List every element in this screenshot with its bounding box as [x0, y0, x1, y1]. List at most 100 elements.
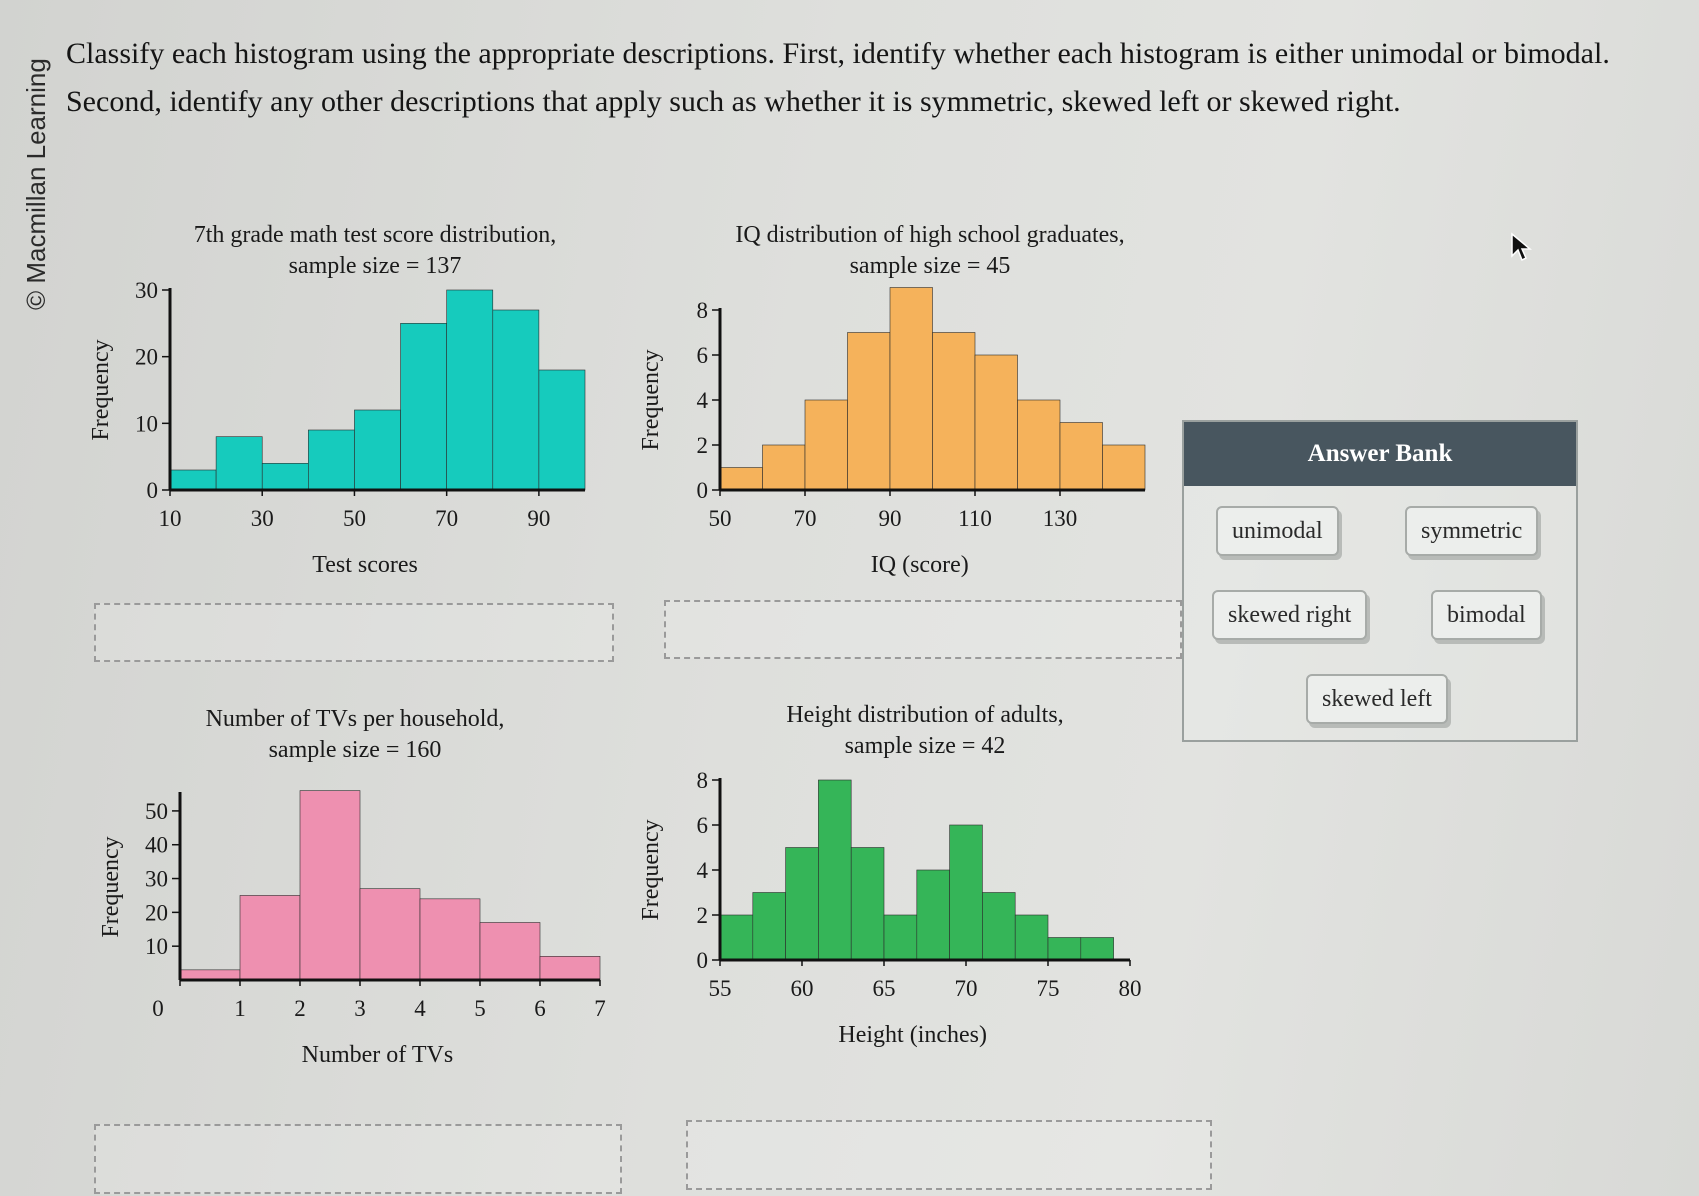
dropzone-chart2[interactable]: [664, 600, 1182, 659]
chart4-bar: [1047, 937, 1082, 961]
chart3-bar: [479, 922, 541, 981]
chart2-bar: [847, 332, 891, 491]
chart3-x-tick-label: 1: [234, 996, 246, 1021]
chip-bimodal[interactable]: bimodal: [1431, 590, 1542, 640]
chart3-x-tick-label: 0: [152, 996, 164, 1021]
chart4-bar: [1014, 914, 1049, 961]
chip-skewed-right[interactable]: skewed right: [1212, 590, 1368, 640]
chart2-x-axis-label: IQ (score): [871, 552, 969, 578]
chart1-bar: [308, 429, 355, 491]
answer-bank: Answer Bank unimodal symmetric skewed ri…: [1182, 420, 1578, 742]
chart2-x-tick-label: 70: [794, 506, 817, 531]
instructions-text: Classify each histogram using the approp…: [66, 37, 1610, 118]
chart3-y-tick-label: 20: [145, 900, 168, 925]
chart3-x-tick-label: 4: [414, 996, 426, 1021]
dropzone-chart1[interactable]: [94, 603, 614, 662]
chart2-y-tick-label: 4: [697, 388, 709, 413]
histogram-heights: 0 2 4 6 8 55 60 65 70 75 80 Height (inches) Frequenc…: [638, 768, 1142, 1048]
chart3-x-tick-label: 7: [594, 996, 606, 1021]
chart1-bar: [354, 409, 401, 491]
chart2-title-line1: IQ distribution of high school graduates…: [735, 222, 1125, 248]
chart3-bar: [419, 898, 481, 981]
chart3-x-tick-label: 6: [534, 996, 546, 1021]
chart1-bar: [492, 309, 540, 491]
chart2-bar: [804, 399, 848, 491]
chart2-x-tick-label: 50: [709, 506, 732, 531]
chart4-y-tick-label: 8: [697, 768, 709, 793]
chart4-x-tick-label: 60: [791, 976, 814, 1001]
chart3-x-tick-label: 3: [354, 996, 366, 1021]
chart4-x-axis-label: Height (inches): [838, 1022, 987, 1048]
chart4-y-axis-label: Frequency: [638, 819, 664, 920]
chart3-title-line2: sample size = 160: [268, 737, 442, 763]
chart4-bar: [818, 779, 852, 961]
chart2-bar: [1017, 399, 1061, 491]
chart4-bar: [850, 847, 885, 961]
chart1-bar: [169, 469, 217, 491]
chart4-title-line1: Height distribution of adults,: [786, 702, 1064, 728]
chart1-y-axis-label: Frequency: [88, 339, 114, 440]
chart1-bar: [446, 289, 494, 491]
dropzone-chart3[interactable]: [94, 1124, 622, 1194]
chart3-y-axis-label: Frequency: [98, 836, 124, 937]
chart1-y-tick-label: 10: [135, 411, 158, 436]
dropzone-chart4[interactable]: [686, 1120, 1212, 1190]
chart3-bar: [179, 969, 241, 981]
chart4-bar: [752, 892, 786, 961]
chart1-x-tick-label: 50: [343, 506, 366, 531]
chart3-bar: [359, 888, 421, 981]
chart4-x-tick-label: 65: [873, 976, 896, 1001]
chart1-x-tick-label: 10: [159, 506, 182, 531]
mouse-pointer-icon: [1511, 232, 1532, 262]
chart2-title-line2: sample size = 45: [849, 253, 1011, 279]
answer-bank-title: Answer Bank: [1184, 422, 1576, 486]
chart2-bar: [889, 287, 933, 491]
chart4-y-tick-label: 4: [697, 858, 709, 883]
chart3-x-tick-label: 5: [474, 996, 486, 1021]
chart1-title-line2: sample size = 137: [288, 253, 462, 279]
chart1-bar: [215, 436, 263, 491]
chart3-x-tick-label: 2: [294, 996, 306, 1021]
chart1-x-tick-label: 30: [251, 506, 274, 531]
chart3-y-tick-label: 10: [145, 934, 168, 959]
chip-unimodal[interactable]: unimodal: [1216, 506, 1339, 556]
chart1-title: 7th grade math test score distribution, …: [160, 220, 590, 282]
chip-skewed-left[interactable]: skewed left: [1306, 674, 1448, 724]
chart2-y-tick-label: 6: [697, 343, 709, 368]
chart4-x-tick-label: 80: [1119, 976, 1142, 1001]
chart1-x-tick-label: 70: [435, 506, 458, 531]
chart2-bar: [1102, 444, 1146, 491]
chart4-bar: [883, 914, 918, 961]
chart3-bar: [239, 895, 301, 981]
chart4-x-tick-label: 70: [955, 976, 978, 1001]
histogram-tvs: 10 20 30 40 50 0 1 2 3 4 5 6 7 Number of TVs Frequency: [98, 790, 606, 1068]
chart4-bar: [719, 914, 754, 961]
chart2-y-tick-label: 2: [697, 433, 709, 458]
chart1-title-line1: 7th grade math test score distribution,: [193, 222, 557, 248]
chart2-y-tick-label: 8: [697, 298, 709, 323]
chart4-y-tick-label: 6: [697, 813, 709, 838]
chart3-title: Number of TVs per household, sample size…: [170, 704, 540, 766]
chart3-x-axis-label: Number of TVs: [302, 1042, 454, 1068]
chart4-title-line2: sample size = 42: [844, 733, 1006, 759]
chart2-x-tick-label: 90: [879, 506, 902, 531]
histogram-iq: 0 2 4 6 8 50 70 90 110 130 IQ (score) Frequency: [638, 287, 1146, 578]
chart4-title: Height distribution of adults, sample si…: [740, 700, 1110, 762]
chip-symmetric[interactable]: symmetric: [1405, 506, 1539, 556]
chart2-y-axis-label: Frequency: [638, 349, 664, 450]
chart1-x-axis-label: Test scores: [312, 552, 418, 578]
chart1-bar: [400, 323, 447, 491]
chart3-y-tick-label: 40: [145, 833, 168, 858]
chart1-y-tick-label: 0: [147, 478, 159, 503]
chart4-bar: [949, 824, 983, 961]
chart3-y-tick-label: 30: [145, 867, 168, 892]
chart1-x-tick-label: 90: [527, 506, 550, 531]
chart4-x-tick-label: 75: [1037, 976, 1060, 1001]
chart2-bar: [762, 444, 806, 491]
chart1-bar: [261, 463, 309, 491]
chart2-x-tick-label: 130: [1043, 506, 1078, 531]
copyright-notice: © Macmillan Learning: [21, 58, 51, 310]
chart4-bar: [1080, 937, 1114, 961]
